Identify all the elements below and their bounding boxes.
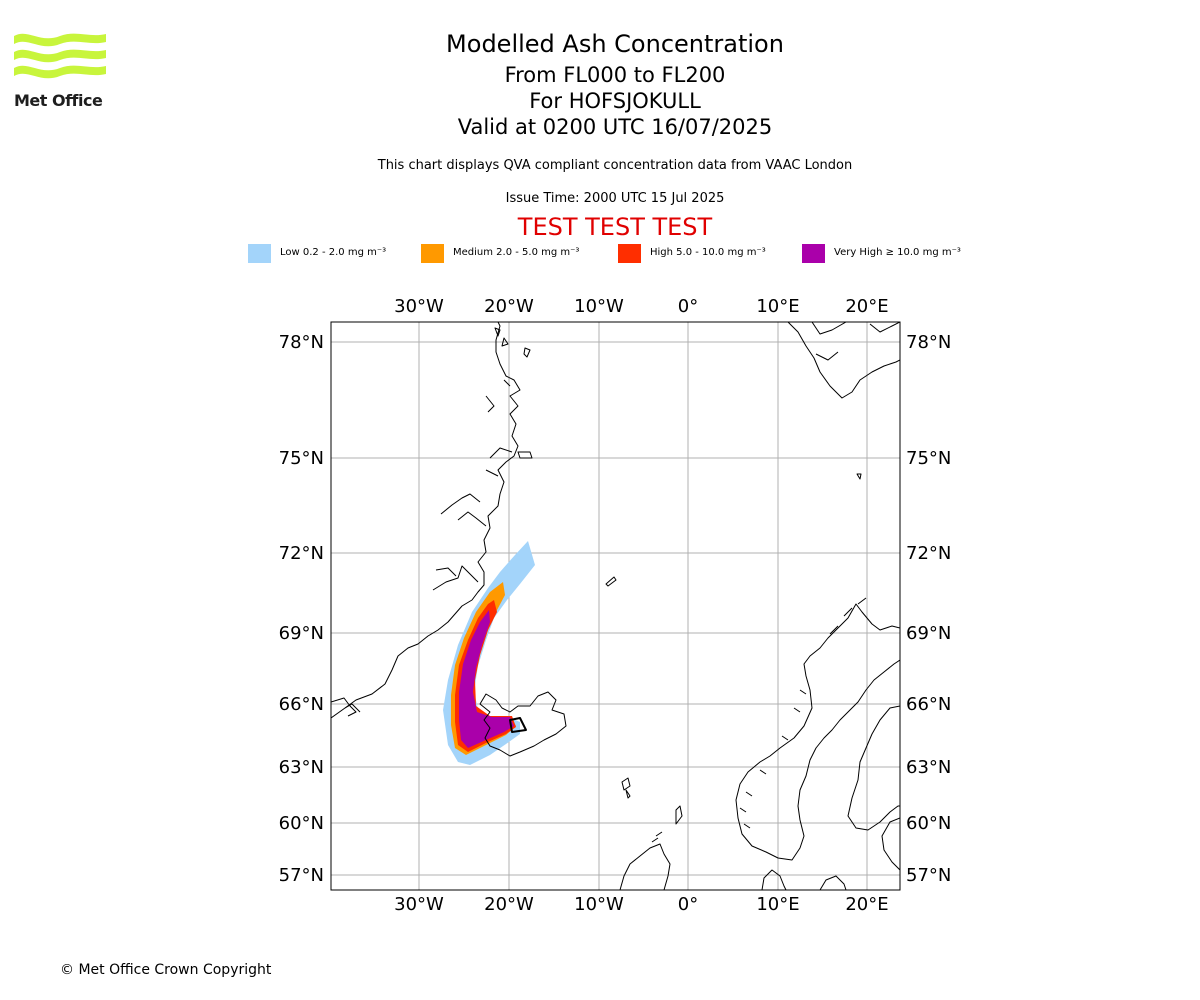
hofsjokull-outline: [509, 717, 527, 733]
chart-title: Modelled Ash Concentration: [446, 30, 784, 58]
svalbard-coast: [787, 322, 900, 399]
chart-description: This chart displays QVA compliant concen…: [377, 158, 853, 173]
legend-swatch-low: [248, 244, 271, 263]
lat-label-right: 60°N: [906, 813, 951, 834]
lat-label-left: 69°N: [279, 623, 324, 644]
lat-label-right: 75°N: [906, 448, 951, 469]
lon-label-bottom: 10°W: [574, 894, 624, 915]
greenland-coast: [331, 322, 521, 719]
bear-island: [856, 473, 862, 480]
greenland-fjords: [432, 379, 513, 591]
lat-label-right: 72°N: [906, 543, 951, 564]
legend-swatch-high: [618, 244, 641, 263]
denmark-coast: [761, 869, 847, 890]
ash-very-high-area: [459, 610, 514, 748]
lon-label-top: 10°W: [574, 296, 624, 317]
coastlines: [331, 322, 900, 890]
met-office-logo: Met Office: [14, 30, 106, 110]
legend-label-medium: Medium 2.0 - 5.0 mg m⁻³: [453, 247, 580, 258]
legend-label-high: High 5.0 - 10.0 mg m⁻³: [650, 247, 766, 258]
lat-label-left: 63°N: [279, 757, 324, 778]
lon-labels-bottom: 30°W 20°W 10°W 0° 10°E 20°E: [394, 894, 888, 915]
finland-coast: [881, 817, 900, 871]
norway-coast: [735, 603, 900, 861]
ash-plume: [443, 541, 535, 765]
faroe-islands: [621, 777, 631, 799]
test-banner: TEST TEST TEST: [517, 213, 713, 241]
lat-label-left: 60°N: [279, 813, 324, 834]
lat-label-left: 66°N: [279, 694, 324, 715]
map-background: [331, 322, 900, 890]
iceland-coast: [479, 691, 567, 757]
shetland-islands: [675, 805, 683, 825]
legend-swatch-medium: [421, 244, 444, 263]
lon-label-bottom: 0°: [678, 894, 698, 915]
lon-label-top: 0°: [678, 296, 698, 317]
lat-label-left: 78°N: [279, 332, 324, 353]
volcano-name: For HOFSJOKULL: [529, 89, 701, 113]
norway-islands: [739, 597, 867, 829]
lon-label-top: 10°E: [756, 296, 799, 317]
sweden-coast: [847, 705, 900, 831]
lon-label-top: 30°W: [394, 296, 444, 317]
legend-label-very-high: Very High ≥ 10.0 mg m⁻³: [834, 247, 961, 258]
copyright-notice: © Met Office Crown Copyright: [60, 962, 272, 978]
greenland-sw: [331, 697, 361, 717]
lon-labels-top: 30°W 20°W 10°W 0° 10°E 20°E: [394, 296, 888, 317]
lat-labels-left: 78°N 75°N 72°N 69°N 66°N 63°N 60°N 57°N: [279, 332, 324, 886]
lat-label-right: 78°N: [906, 332, 951, 353]
scotland-coast: [619, 831, 671, 890]
lon-label-top: 20°E: [845, 296, 888, 317]
logo-text: Met Office: [14, 91, 103, 110]
lat-label-left: 57°N: [279, 865, 324, 886]
lat-label-left: 72°N: [279, 543, 324, 564]
lon-label-top: 20°W: [484, 296, 534, 317]
jan-mayen: [605, 576, 617, 587]
legend-swatch-very-high: [802, 244, 825, 263]
lon-label-bottom: 10°E: [756, 894, 799, 915]
lon-label-bottom: 30°W: [394, 894, 444, 915]
lat-labels-right: 78°N 75°N 72°N 69°N 66°N 63°N 60°N 57°N: [906, 332, 951, 886]
met-office-waves-icon: [14, 33, 106, 79]
legend-label-low: Low 0.2 - 2.0 mg m⁻³: [280, 247, 387, 258]
lat-label-right: 57°N: [906, 865, 951, 886]
map-frame: [330, 321, 901, 891]
lon-label-bottom: 20°W: [484, 894, 534, 915]
legend: Low 0.2 - 2.0 mg m⁻³ Medium 2.0 - 5.0 mg…: [0, 244, 1200, 264]
flight-level-range: From FL000 to FL200: [504, 63, 726, 87]
lat-label-right: 63°N: [906, 757, 951, 778]
valid-time: Valid at 0200 UTC 16/07/2025: [457, 115, 773, 139]
issue-time: Issue Time: 2000 UTC 15 Jul 2025: [505, 191, 725, 206]
lat-label-right: 66°N: [906, 694, 951, 715]
map-gridlines: [331, 322, 900, 890]
lat-label-left: 75°N: [279, 448, 324, 469]
lon-label-bottom: 20°E: [845, 894, 888, 915]
greenland-islands: [494, 327, 533, 459]
lat-label-right: 69°N: [906, 623, 951, 644]
